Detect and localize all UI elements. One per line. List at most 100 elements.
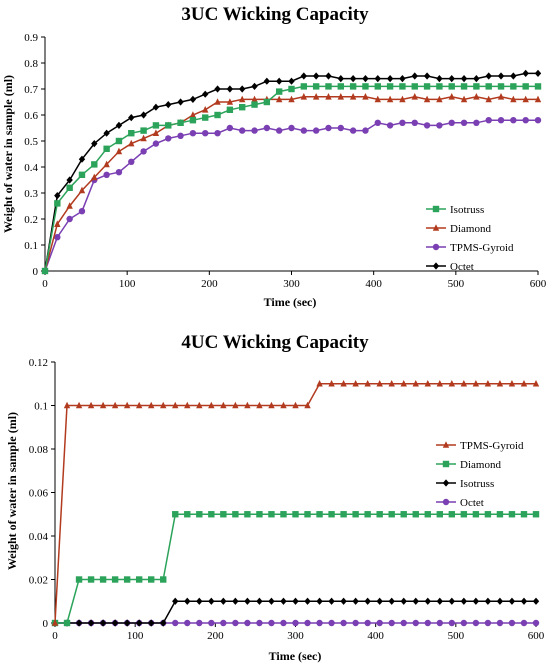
data-point: [532, 379, 540, 387]
data-point: [349, 93, 357, 100]
data-point: [423, 83, 431, 90]
y-tick-label: 0.2: [24, 214, 38, 226]
data-point: [364, 619, 371, 627]
data-point: [111, 576, 119, 583]
legend-item: Diamond: [436, 459, 501, 471]
data-point: [140, 111, 147, 119]
legend-item: Octet: [426, 261, 474, 273]
data-point: [508, 597, 516, 605]
data-point: [135, 619, 143, 627]
data-point: [448, 379, 456, 387]
series-diamond: [41, 93, 542, 274]
data-point: [337, 83, 344, 90]
data-point: [99, 576, 107, 583]
data-point: [374, 95, 381, 103]
data-point: [400, 511, 407, 518]
data-point: [473, 93, 480, 100]
data-point: [424, 619, 431, 627]
data-point: [316, 511, 323, 518]
x-tick-label: 500: [448, 278, 465, 290]
data-point: [292, 597, 299, 605]
data-point: [87, 576, 95, 583]
data-point: [103, 160, 110, 168]
data-point: [362, 93, 369, 100]
data-point: [232, 511, 239, 518]
data-point: [520, 379, 528, 387]
data-point: [460, 95, 468, 103]
data-point: [484, 379, 492, 387]
data-point: [411, 72, 418, 80]
data-point: [75, 401, 83, 409]
data-point: [448, 511, 456, 518]
data-point: [232, 597, 239, 605]
data-point: [485, 95, 492, 103]
chart-title: 4UC Wicking Capacity: [181, 333, 369, 353]
data-point: [123, 619, 131, 627]
y-tick-label: 0.1: [34, 401, 48, 413]
data-point: [220, 619, 227, 627]
data-point: [189, 95, 197, 103]
data-point: [128, 158, 135, 165]
data-point: [352, 379, 359, 387]
data-point: [374, 119, 381, 127]
series-line: [55, 513, 536, 624]
y-tick-label: 0.04: [29, 531, 49, 543]
data-point: [244, 597, 251, 605]
data-point: [280, 619, 287, 627]
data-point: [460, 379, 468, 387]
data-point: [534, 69, 542, 77]
data-point: [135, 576, 143, 583]
data-point: [374, 83, 381, 90]
data-point: [436, 597, 443, 605]
x-tick-label: 300: [283, 278, 300, 290]
data-point: [510, 83, 517, 90]
data-point: [497, 93, 505, 100]
data-point: [399, 95, 406, 103]
data-point: [423, 95, 431, 103]
data-point: [128, 114, 135, 122]
data-point: [316, 619, 323, 627]
data-point: [177, 119, 184, 126]
y-tick-label: 0.7: [24, 84, 38, 96]
data-point: [328, 379, 335, 387]
data-point: [510, 72, 517, 80]
data-point: [184, 619, 191, 627]
data-point: [189, 111, 197, 118]
data-point: [196, 597, 203, 605]
data-point: [128, 130, 135, 137]
data-point: [78, 171, 86, 178]
data-point: [386, 75, 394, 83]
data-point: [520, 511, 528, 518]
data-point: [288, 77, 295, 85]
data-point: [140, 134, 147, 142]
data-point: [352, 511, 359, 518]
data-point: [508, 619, 516, 627]
data-point: [165, 122, 172, 129]
data-point: [472, 511, 480, 518]
data-point: [256, 597, 263, 605]
data-point: [232, 619, 239, 627]
data-point: [75, 619, 83, 627]
data-point: [66, 215, 73, 223]
chart-title: 3UC Wicking Capacity: [181, 4, 369, 25]
legend-label: Octet: [460, 497, 484, 509]
data-point: [340, 597, 347, 605]
legend-swatch-marker: [432, 224, 440, 231]
data-point: [140, 127, 147, 134]
data-point: [208, 401, 215, 409]
data-point: [214, 85, 221, 93]
data-point: [251, 101, 258, 108]
data-point: [152, 129, 160, 136]
data-point: [263, 98, 271, 106]
data-point: [436, 75, 443, 83]
x-tick-label: 400: [367, 630, 384, 642]
x-tick-label: 200: [201, 278, 218, 290]
data-point: [399, 119, 406, 127]
legend-item: TPMS-Gyroid: [436, 440, 524, 452]
data-point: [268, 597, 275, 605]
x-tick-label: 100: [127, 630, 144, 642]
data-point: [340, 619, 347, 627]
data-point: [280, 401, 287, 409]
data-point: [522, 69, 529, 77]
data-point: [256, 619, 263, 627]
